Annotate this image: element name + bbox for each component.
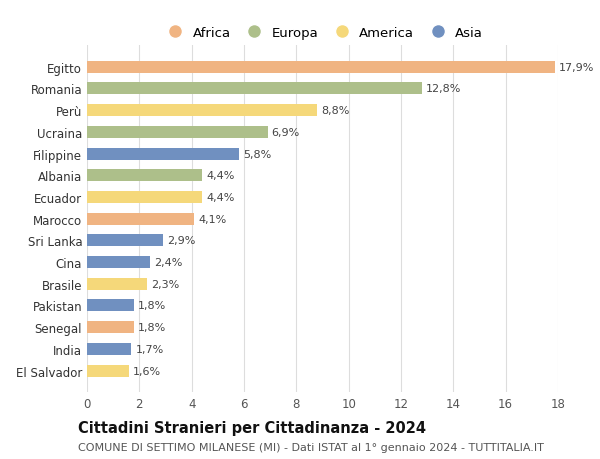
- Bar: [87, 321, 134, 333]
- Bar: [87, 257, 150, 269]
- Text: 5,8%: 5,8%: [242, 149, 271, 159]
- Bar: [87, 62, 556, 73]
- Text: 1,8%: 1,8%: [138, 301, 166, 311]
- Text: 2,3%: 2,3%: [151, 279, 179, 289]
- Text: COMUNE DI SETTIMO MILANESE (MI) - Dati ISTAT al 1° gennaio 2024 - TUTTITALIA.IT: COMUNE DI SETTIMO MILANESE (MI) - Dati I…: [78, 442, 544, 452]
- Text: 1,8%: 1,8%: [138, 322, 166, 332]
- Bar: [87, 83, 422, 95]
- Text: 4,4%: 4,4%: [206, 192, 235, 202]
- Bar: [87, 170, 202, 182]
- Bar: [87, 343, 131, 355]
- Text: 1,6%: 1,6%: [133, 366, 161, 376]
- Bar: [87, 191, 202, 203]
- Bar: [87, 148, 239, 160]
- Text: 4,4%: 4,4%: [206, 171, 235, 181]
- Legend: Africa, Europa, America, Asia: Africa, Europa, America, Asia: [157, 21, 488, 45]
- Bar: [87, 213, 194, 225]
- Bar: [87, 235, 163, 247]
- Text: 12,8%: 12,8%: [426, 84, 461, 94]
- Text: 2,9%: 2,9%: [167, 236, 195, 246]
- Text: 2,4%: 2,4%: [154, 257, 182, 268]
- Bar: [87, 365, 129, 377]
- Text: 4,1%: 4,1%: [198, 214, 226, 224]
- Bar: [87, 278, 147, 290]
- Text: 17,9%: 17,9%: [559, 62, 595, 73]
- Text: 6,9%: 6,9%: [271, 128, 300, 138]
- Text: 1,7%: 1,7%: [136, 344, 164, 354]
- Bar: [87, 300, 134, 312]
- Text: 8,8%: 8,8%: [321, 106, 350, 116]
- Bar: [87, 127, 268, 139]
- Text: Cittadini Stranieri per Cittadinanza - 2024: Cittadini Stranieri per Cittadinanza - 2…: [78, 420, 426, 435]
- Bar: [87, 105, 317, 117]
